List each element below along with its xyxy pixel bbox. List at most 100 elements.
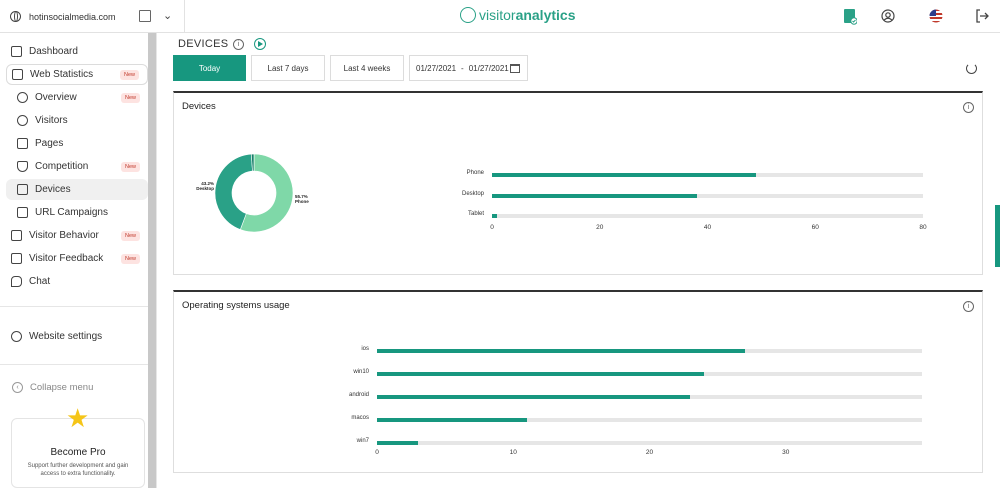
sidebar-item-web-statistics[interactable]: Web Statistics New xyxy=(6,64,148,85)
new-badge: New xyxy=(119,69,139,80)
sidebar-item-pages[interactable]: Pages xyxy=(6,133,148,154)
sidebar-item-visitor-feedback[interactable]: Visitor Feedback New xyxy=(6,248,148,269)
devices-axis-tick: 60 xyxy=(811,224,819,231)
sidebar-item-visitors[interactable]: Visitors xyxy=(6,110,148,131)
sidebar-item-label: Pages xyxy=(35,138,64,149)
sidebar-item-label: Website settings xyxy=(29,331,103,342)
sidebar-item-url-campaigns[interactable]: URL Campaigns xyxy=(6,202,148,223)
os-bar-ios[interactable] xyxy=(377,349,745,353)
sidebar-divider xyxy=(0,306,148,307)
star-icon: ★ xyxy=(66,403,90,433)
os-axis-tick: 20 xyxy=(645,449,654,456)
info-icon[interactable]: i xyxy=(233,39,244,50)
sidebar-scrollbar[interactable] xyxy=(148,33,156,488)
feedback-side-tab[interactable] xyxy=(995,205,1000,267)
donut-phone-label: Phone xyxy=(295,199,309,204)
sidebar-item-overview[interactable]: Overview New xyxy=(6,87,148,108)
os-bar-track xyxy=(377,395,922,399)
tab-last-7-days[interactable]: Last 7 days xyxy=(251,55,325,81)
os-bar-android[interactable] xyxy=(377,395,691,399)
donut-phone-pct: 55.7% xyxy=(295,194,308,199)
donut-label-phone: 55.7% Phone xyxy=(295,194,309,204)
sidebar-item-competition[interactable]: Competition New xyxy=(6,156,148,177)
devices-card: Devices i 43.2% Desktop 55.7% Phone Phon… xyxy=(173,91,983,275)
logout-icon[interactable] xyxy=(975,9,989,23)
site-selector[interactable]: hotinsocialmedia.com ⌄ xyxy=(0,0,185,33)
globe-icon xyxy=(10,11,21,22)
date-to: 01/27/2021 xyxy=(468,63,509,73)
devices-axis-tick: 80 xyxy=(919,224,927,231)
top-bar: hotinsocialmedia.com ⌄ visitor analytics xyxy=(0,0,1000,33)
devices-donut-chart xyxy=(214,153,294,233)
external-link-icon[interactable] xyxy=(139,10,151,22)
date-range-picker[interactable]: 01/27/2021 - 01/27/2021 xyxy=(409,55,528,81)
os-axis-tick: 0 xyxy=(375,449,379,456)
sidebar-item-website-settings[interactable]: Website settings xyxy=(6,326,148,347)
bar-chart-icon xyxy=(12,69,23,80)
sidebar-item-devices[interactable]: Devices xyxy=(6,179,148,200)
overview-icon xyxy=(17,92,28,103)
sidebar-item-label: Dashboard xyxy=(29,46,78,57)
sidebar-item-chat[interactable]: Chat xyxy=(6,271,148,292)
document-check-icon[interactable] xyxy=(843,8,857,25)
donut-slice-tablet[interactable] xyxy=(250,153,255,172)
sidebar-item-label: Overview xyxy=(35,92,77,103)
os-bar-label: macos xyxy=(351,415,369,421)
language-flag-icon[interactable] xyxy=(929,9,943,23)
devices-bar-desktop[interactable] xyxy=(492,193,697,198)
calendar-icon xyxy=(510,64,520,73)
os-bar-win7[interactable] xyxy=(377,441,418,445)
os-bar-label: win7 xyxy=(356,438,369,444)
tab-today[interactable]: Today xyxy=(173,55,246,81)
devices-bar-track xyxy=(492,193,923,198)
devices-bar-tablet[interactable] xyxy=(492,214,498,218)
sidebar-item-label: Competition xyxy=(35,161,89,172)
logo-text-light: visitor xyxy=(479,7,516,23)
megaphone-icon xyxy=(17,207,28,218)
chevron-down-icon[interactable]: ⌄ xyxy=(163,10,173,22)
user-account-icon[interactable] xyxy=(881,9,895,23)
chat-icon xyxy=(11,276,22,287)
visitors-icon xyxy=(17,115,28,126)
devices-axis-tick: 40 xyxy=(703,224,712,231)
os-card: Operating systems usage i ios win10 androi… xyxy=(173,290,983,473)
sidebar-item-label: Visitor Behavior xyxy=(29,230,99,241)
devices-bar-label: Phone xyxy=(466,170,484,176)
tab-last-4-weeks[interactable]: Last 4 weeks xyxy=(330,55,404,81)
main-content: DEVICES i Today Last 7 days Last 4 weeks… xyxy=(158,33,1000,488)
donut-slice-phone[interactable] xyxy=(239,153,294,233)
os-axis-tick: 30 xyxy=(782,449,790,456)
sidebar-item-visitor-behavior[interactable]: Visitor Behavior New xyxy=(6,225,148,246)
info-icon[interactable]: i xyxy=(963,301,974,312)
os-bar-track xyxy=(377,372,922,376)
os-bar-label: win10 xyxy=(353,369,369,375)
competition-icon xyxy=(17,161,28,172)
logo-mark-icon xyxy=(460,7,476,23)
os-bar-win10[interactable] xyxy=(377,372,704,376)
sidebar-item-label: Visitor Feedback xyxy=(29,253,104,264)
os-bar-track xyxy=(377,441,922,445)
devices-axis-tick: 20 xyxy=(596,224,604,231)
donut-slice-desktop[interactable] xyxy=(214,153,253,230)
sidebar-item-label: URL Campaigns xyxy=(35,207,108,218)
collapse-menu-button[interactable]: ‹ Collapse menu xyxy=(12,382,93,393)
donut-desktop-pct: 43.2% xyxy=(201,181,214,186)
new-badge: New xyxy=(120,253,140,264)
os-bar-label: ios xyxy=(361,346,369,352)
devices-bar-phone[interactable] xyxy=(492,173,756,177)
devices-bar-track xyxy=(492,214,923,218)
refresh-icon[interactable] xyxy=(966,63,977,74)
info-icon[interactable]: i xyxy=(963,102,974,113)
sidebar-item-label: Web Statistics xyxy=(30,69,94,80)
os-bar-macos[interactable] xyxy=(377,418,527,422)
sidebar-item-dashboard[interactable]: Dashboard xyxy=(6,41,148,62)
dashboard-icon xyxy=(11,46,22,57)
date-separator: - xyxy=(461,63,464,73)
os-card-title: Operating systems usage xyxy=(182,300,290,311)
sidebar: Dashboard Web Statistics New Overview Ne… xyxy=(0,33,157,488)
pages-icon xyxy=(17,138,28,149)
os-bar-track xyxy=(377,349,922,353)
collapse-menu-label: Collapse menu xyxy=(30,382,94,393)
os-bar-track xyxy=(377,418,922,422)
play-tutorial-icon[interactable] xyxy=(254,38,266,50)
